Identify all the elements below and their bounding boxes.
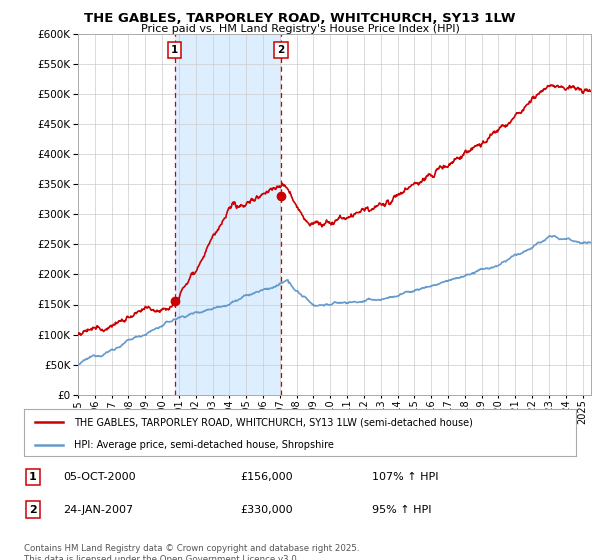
Text: THE GABLES, TARPORLEY ROAD, WHITCHURCH, SY13 1LW (semi-detached house): THE GABLES, TARPORLEY ROAD, WHITCHURCH, … [74,417,473,427]
Text: 05-OCT-2000: 05-OCT-2000 [63,472,136,482]
Text: Price paid vs. HM Land Registry's House Price Index (HPI): Price paid vs. HM Land Registry's House … [140,24,460,34]
Text: 2: 2 [277,45,284,55]
Text: Contains HM Land Registry data © Crown copyright and database right 2025.
This d: Contains HM Land Registry data © Crown c… [24,544,359,560]
Text: £156,000: £156,000 [240,472,293,482]
Bar [175,34,281,395]
Text: £330,000: £330,000 [240,505,293,515]
Text: 1: 1 [171,45,178,55]
Text: 95% ↑ HPI: 95% ↑ HPI [372,505,431,515]
Text: 2: 2 [29,505,37,515]
Text: 1: 1 [29,472,37,482]
Text: THE GABLES, TARPORLEY ROAD, WHITCHURCH, SY13 1LW: THE GABLES, TARPORLEY ROAD, WHITCHURCH, … [84,12,516,25]
Text: 107% ↑ HPI: 107% ↑ HPI [372,472,439,482]
Text: 24-JAN-2007: 24-JAN-2007 [63,505,133,515]
Text: HPI: Average price, semi-detached house, Shropshire: HPI: Average price, semi-detached house,… [74,440,334,450]
